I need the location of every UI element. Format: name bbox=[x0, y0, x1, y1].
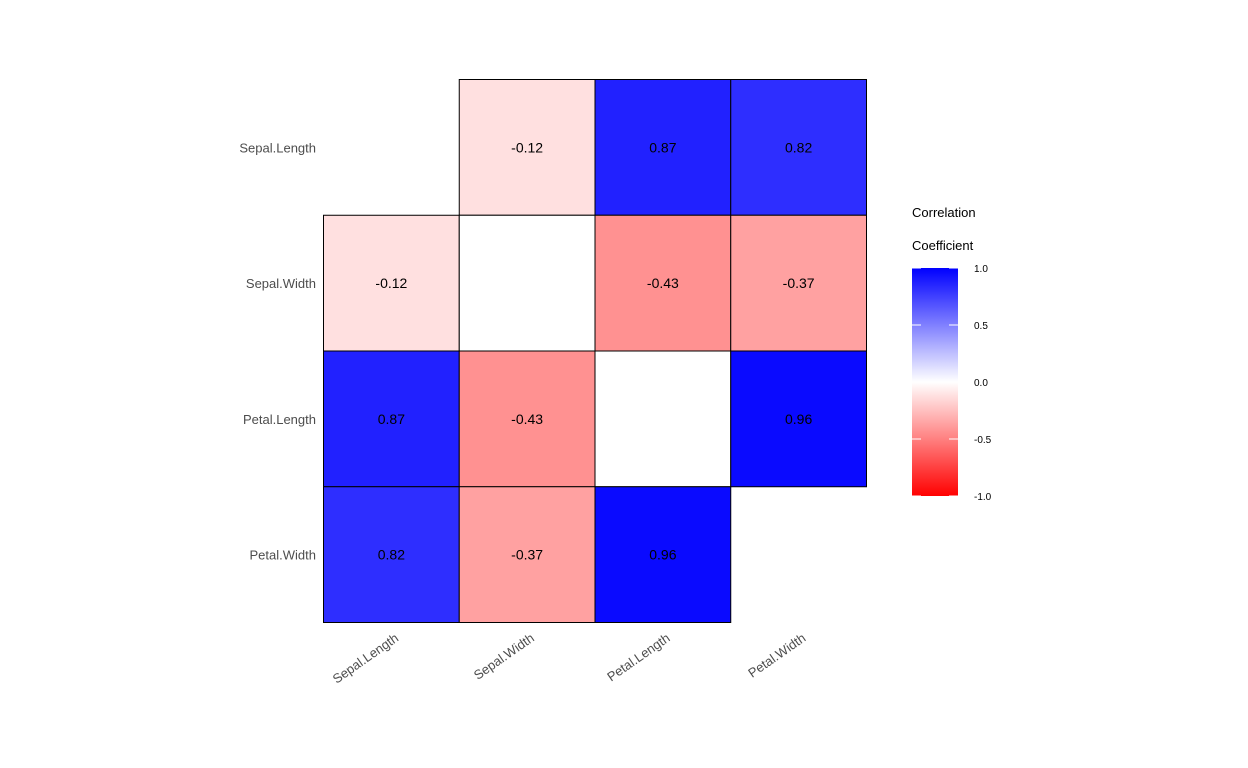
legend-title-line-1: Correlation bbox=[912, 205, 976, 220]
y-tick-label: Petal.Length bbox=[243, 412, 316, 427]
heatmap-value-labels: -0.12 0.87 0.82 -0.12 -0.43 -0.37 0.87 -0.43 0.9… bbox=[375, 139, 814, 562]
cell-value-label: 0.82 bbox=[785, 139, 812, 155]
cell-value-label: -0.37 bbox=[783, 275, 815, 291]
cell-value-label: -0.37 bbox=[511, 547, 543, 563]
heatmap-cells bbox=[323, 79, 867, 623]
legend-tick-label: 0.5 bbox=[974, 321, 988, 332]
cell-value-label: 0.87 bbox=[378, 411, 405, 427]
cell-value-label: -0.12 bbox=[511, 139, 543, 155]
y-axis: Sepal.Length Sepal.Width Petal.Length Petal… bbox=[239, 140, 316, 562]
y-tick-label: Petal.Width bbox=[250, 548, 316, 563]
heatmap-cell bbox=[594, 350, 732, 488]
y-tick-label: Sepal.Length bbox=[239, 140, 316, 155]
legend-tick-label: -0.5 bbox=[974, 435, 992, 446]
heatmap-cell bbox=[594, 214, 732, 352]
heatmap-cell bbox=[730, 350, 867, 488]
heatmap-cell bbox=[458, 350, 596, 488]
legend-tick-label: 0.0 bbox=[974, 378, 988, 389]
cell-value-label: 0.96 bbox=[785, 411, 812, 427]
cell-value-label: -0.12 bbox=[375, 275, 407, 291]
heatmap-cell bbox=[730, 79, 867, 216]
legend-tick-label: -1.0 bbox=[974, 492, 992, 503]
x-tick-label: Petal.Width bbox=[745, 630, 808, 680]
heatmap-cell bbox=[730, 214, 867, 352]
cell-value-label: 0.96 bbox=[649, 547, 676, 563]
legend: Correlation Coefficient 1.0 0.5 0.0 -0.5 -1.… bbox=[912, 205, 992, 503]
x-axis: Sepal.Length Sepal.Width Petal.Length Petal… bbox=[330, 630, 809, 686]
heatmap-cell bbox=[594, 486, 732, 623]
heatmap-cell bbox=[458, 214, 596, 352]
cell-value-label: 0.82 bbox=[378, 547, 405, 563]
cell-value-label: -0.43 bbox=[511, 411, 543, 427]
cell-value-label: 0.87 bbox=[649, 139, 676, 155]
legend-tick-label: 1.0 bbox=[974, 264, 988, 275]
y-tick-label: Sepal.Width bbox=[246, 276, 316, 291]
heatmap-cell bbox=[323, 214, 460, 352]
cell-value-label: -0.43 bbox=[647, 275, 679, 291]
x-tick-label: Petal.Length bbox=[604, 630, 672, 684]
x-tick-label: Sepal.Length bbox=[330, 630, 401, 686]
x-tick-label: Sepal.Width bbox=[471, 630, 537, 682]
heatmap-cell bbox=[594, 79, 732, 216]
legend-title-line-2: Coefficient bbox=[912, 238, 974, 253]
heatmap-cell bbox=[323, 486, 460, 623]
heatmap-cell bbox=[458, 79, 596, 216]
